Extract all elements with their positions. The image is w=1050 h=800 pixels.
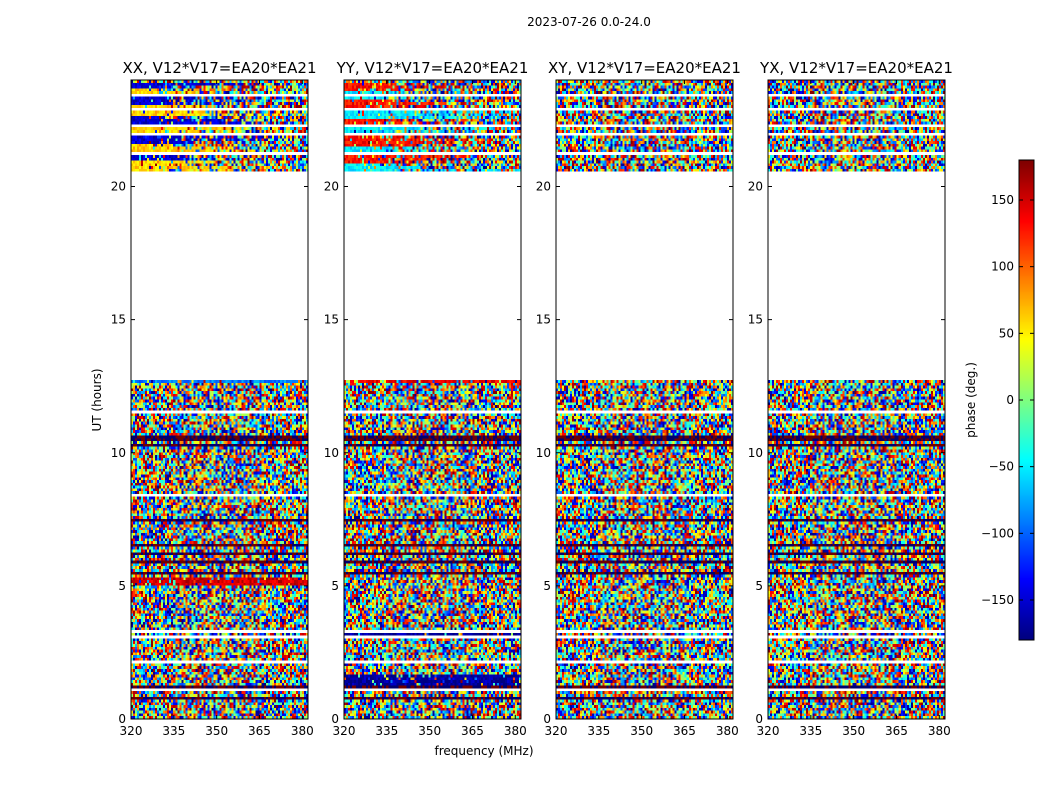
y-tick-label: 20 (748, 180, 763, 194)
x-tick-label: 365 (248, 724, 271, 738)
x-tick-label: 335 (375, 724, 398, 738)
panel-frame (767, 79, 946, 720)
y-tick-label: 15 (536, 313, 551, 327)
x-tick-label: 380 (928, 724, 951, 738)
x-tick-label: 350 (842, 724, 865, 738)
x-tick-label: 320 (545, 724, 568, 738)
colorbar-tick-label: 0 (1006, 393, 1014, 407)
panel-xy: XY, V12*V17=EA20*EA21 320 335 350 365 380 0 5 10… (536, 59, 741, 738)
waterfall-image-xx (131, 80, 308, 719)
panel-title: YX, V12*V17=EA20*EA21 (759, 59, 953, 77)
x-axis-label: frequency (MHz) (434, 744, 533, 758)
x-tick-label: 380 (716, 724, 739, 738)
x-tick-label: 335 (587, 724, 610, 738)
y-tick-label: 0 (755, 712, 763, 726)
colorbar-tick-label: 100 (991, 260, 1014, 274)
panel-yx: YX, V12*V17=EA20*EA21 320 335 350 365 380 0 5 10… (748, 59, 953, 738)
panel-yy: YY, V12*V17=EA20*EA21 320 335 350 365 380 0 5 10… (324, 59, 529, 738)
x-tick-label: 320 (333, 724, 356, 738)
y-tick-label: 10 (748, 446, 763, 460)
x-tick-label: 365 (461, 724, 484, 738)
y-tick-label: 10 (324, 446, 339, 460)
panel-xx: XX, V12*V17=EA20*EA21 320 335 350 365 380 0 5 10… (111, 59, 317, 738)
x-tick-label: 350 (205, 724, 228, 738)
y-tick-label: 20 (324, 180, 339, 194)
y-tick-label: 5 (331, 579, 339, 593)
y-tick-label: 15 (748, 313, 763, 327)
panel-title: XY, V12*V17=EA20*EA21 (548, 59, 741, 77)
waterfall-image-yy (344, 80, 521, 719)
x-tick-label: 365 (885, 724, 908, 738)
y-tick-label: 0 (543, 712, 551, 726)
colorbar-tick-label: −50 (989, 460, 1014, 474)
y-tick-label: 5 (118, 579, 126, 593)
x-tick-label: 365 (673, 724, 696, 738)
waterfall-image-xy (556, 80, 733, 719)
y-axis-label: UT (hours) (90, 368, 104, 431)
colorbar-tick-label: 50 (999, 326, 1014, 340)
x-tick-label: 320 (757, 724, 780, 738)
y-tick-label: 0 (331, 712, 339, 726)
x-tick-label: 335 (799, 724, 822, 738)
y-tick-label: 20 (111, 180, 126, 194)
y-tick-label: 0 (118, 712, 126, 726)
y-tick-label: 15 (324, 313, 339, 327)
panels: XX, V12*V17=EA20*EA21 320 335 350 365 380 0 5 10… (111, 59, 953, 738)
y-tick-label: 5 (755, 579, 763, 593)
y-tick-label: 20 (536, 180, 551, 194)
x-tick-label: 350 (418, 724, 441, 738)
y-tick-label: 10 (111, 446, 126, 460)
x-tick-label: 320 (120, 724, 143, 738)
colorbar-tick-label: 150 (991, 193, 1014, 207)
y-tick-label: 15 (111, 313, 126, 327)
panel-title: YY, V12*V17=EA20*EA21 (336, 59, 529, 77)
colorbar: −150 −100 −50 0 50 100 150 (981, 159, 1035, 641)
y-tick-label: 5 (543, 579, 551, 593)
panel-frame (343, 79, 522, 720)
waterfall-image-yx (768, 80, 945, 719)
panel-title: XX, V12*V17=EA20*EA21 (122, 59, 316, 77)
colorbar-tick-label: −150 (981, 593, 1014, 607)
colorbar-label: phase (deg.) (964, 362, 978, 438)
colorbar-gradient (1019, 160, 1034, 640)
figure-suptitle: 2023-07-26 0.0-24.0 (527, 15, 651, 29)
colorbar-tick-label: −100 (981, 526, 1014, 540)
y-tick-label: 10 (536, 446, 551, 460)
x-tick-label: 335 (162, 724, 185, 738)
panel-frame (130, 79, 309, 720)
panel-frame (555, 79, 734, 720)
x-tick-label: 350 (630, 724, 653, 738)
x-tick-label: 380 (291, 724, 314, 738)
x-tick-label: 380 (504, 724, 527, 738)
